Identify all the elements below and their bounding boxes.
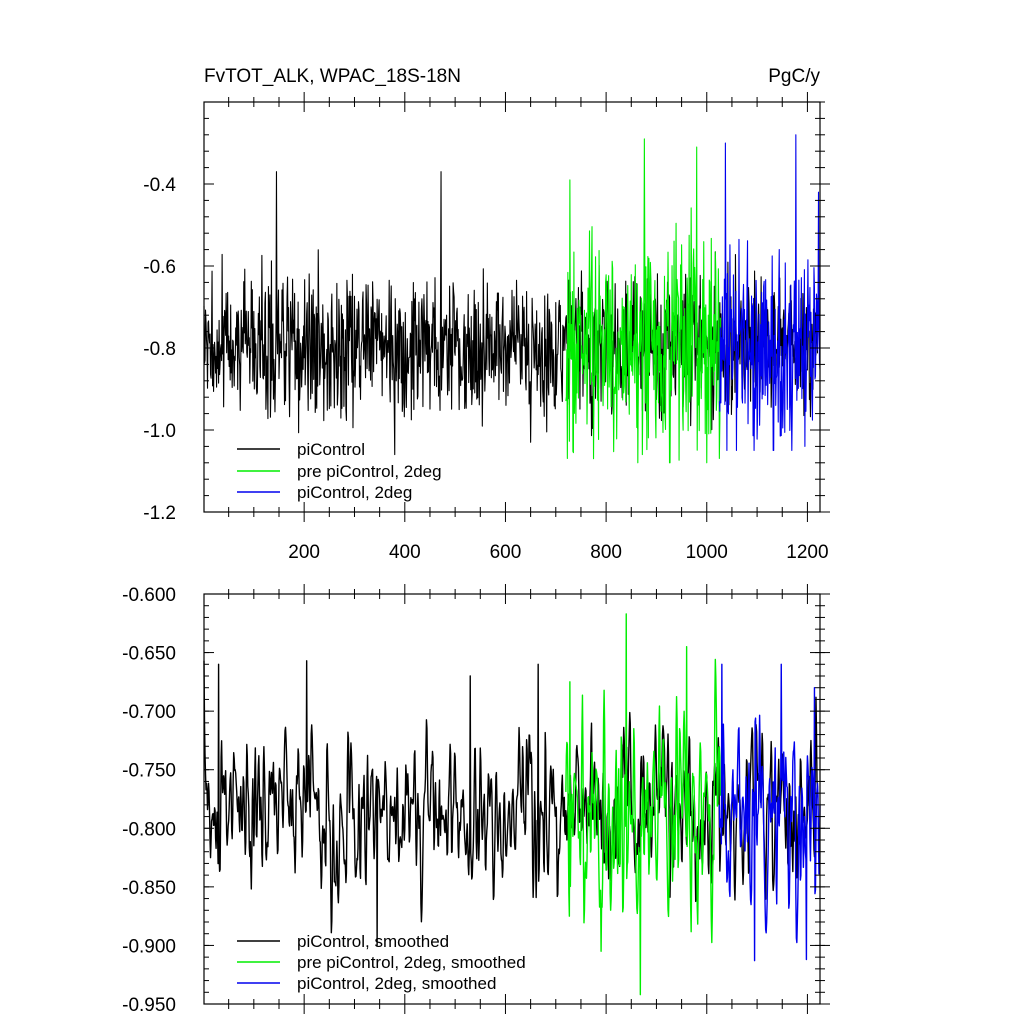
x-tick-label: 200	[288, 542, 320, 563]
y-tick-label: -0.8	[143, 339, 176, 360]
y-tick-label: -0.900	[122, 936, 176, 957]
chart-title: FvTOT_ALK, WPAC_18S-18N	[204, 66, 461, 87]
series-line-top-1	[565, 138, 721, 464]
series-line-bottom-1	[565, 613, 722, 996]
bottom-plot-frame	[203, 593, 821, 1005]
y-tick-label: -0.750	[122, 761, 176, 782]
bottom-axis-ticks: -0.950 -0.900 -0.850 -0.800 -0.750 -0.700 -0.6…	[122, 584, 830, 1016]
top-panel: FvTOT_ALK, WPAC_18S-18N PgC/y 200 400 600 8…	[143, 66, 830, 563]
y-tick-label: -0.850	[122, 878, 176, 899]
bottom-legend: piControl, smoothed pre piControl, 2deg,…	[237, 932, 526, 993]
x-tick-label: 800	[590, 542, 622, 563]
top-legend: piControl pre piControl, 2deg piControl,…	[237, 440, 442, 502]
y-tick-label: -0.600	[122, 585, 176, 606]
y-tick-label: -1.0	[143, 421, 176, 442]
y-tick-label: -1.2	[143, 503, 176, 524]
top-series-lines	[203, 134, 821, 464]
top-axis-ticks: 200 400 600 800 1000 1200 -1.2 -1.0 -0.8 -0.6 -0.4	[143, 92, 830, 563]
y-tick-label: -0.650	[122, 644, 176, 665]
y-tick-label: -0.950	[122, 995, 176, 1016]
series-line-top-2	[718, 134, 821, 452]
x-tick-label: 400	[389, 542, 421, 563]
y-tick-label: -0.700	[122, 702, 176, 723]
x-tick-label: 1200	[786, 542, 828, 563]
legend-label-piControl: piControl	[297, 440, 365, 459]
bottom-panel: -0.950 -0.900 -0.850 -0.800 -0.750 -0.700 -0.6…	[122, 584, 830, 1016]
legend-label-piControl-2deg-smoothed: piControl, 2deg, smoothed	[297, 974, 496, 993]
y-tick-label: -0.4	[143, 175, 176, 196]
legend-label-piControl-smoothed: piControl, smoothed	[297, 932, 449, 951]
legend-label-piControl-2deg: piControl, 2deg	[297, 483, 412, 502]
x-tick-label: 1000	[686, 542, 728, 563]
y-tick-label: -0.6	[143, 257, 176, 278]
units-label: PgC/y	[768, 66, 820, 87]
series-line-bottom-0	[203, 660, 819, 947]
x-tick-label: 600	[490, 542, 522, 563]
top-plot-frame	[203, 101, 821, 513]
legend-label-pre-piControl: pre piControl, 2deg	[297, 462, 442, 481]
legend-label-pre-piControl-smoothed: pre piControl, 2deg, smoothed	[297, 953, 526, 972]
y-tick-label: -0.800	[122, 819, 176, 840]
series-line-bottom-2	[718, 663, 821, 962]
bottom-series-lines	[203, 613, 821, 996]
